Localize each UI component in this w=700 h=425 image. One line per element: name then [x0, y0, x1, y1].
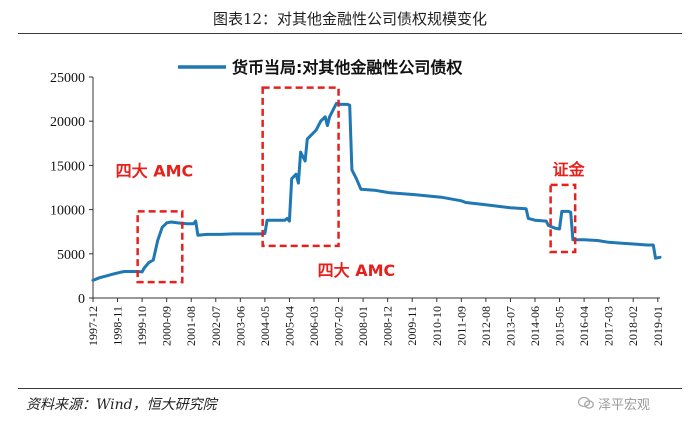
- x-tick-label: 2014-06: [528, 306, 542, 346]
- legend-label: 货币当局:对其他金融性公司债权: [232, 58, 463, 77]
- watermark: 泽平宏观: [578, 392, 650, 414]
- series-line: [91, 102, 662, 282]
- x-tick-label: 2015-05: [553, 306, 567, 346]
- y-tick-label: 15000: [50, 159, 85, 174]
- x-tick-label: 2004-05: [258, 306, 272, 346]
- x-tick-label: 2010-10: [430, 306, 444, 346]
- wechat-logo-icon: [578, 396, 594, 409]
- x-tick-label: 2013-07: [503, 306, 517, 346]
- annotation-box: [136, 210, 184, 284]
- line-chart: 货币当局:对其他金融性公司债权 0 5000 10000 15000 20000 2500…: [50, 58, 665, 346]
- annotation-label: 四大 AMC: [116, 161, 194, 180]
- x-tick-label: 2017-03: [602, 306, 616, 346]
- x-tick-label: 1997-12: [86, 306, 100, 346]
- legend: 货币当局:对其他金融性公司债权: [178, 58, 463, 77]
- x-tick-label: 2002-07: [209, 306, 223, 346]
- y-tick-label: 10000: [50, 204, 85, 219]
- title-divider: [18, 33, 682, 34]
- x-tick-label: 1999-10: [135, 306, 149, 346]
- x-tick-label: 2018-02: [626, 306, 640, 346]
- footer-divider: [18, 388, 682, 389]
- x-tick-label: 2008-01: [356, 306, 370, 346]
- annotation-layer: 四大 AMC 四大 AMC 证金: [116, 86, 586, 284]
- x-tick-label: 2008-12: [381, 306, 395, 346]
- x-tick-label: 2000-09: [160, 306, 174, 346]
- x-tick-label: 2005-04: [282, 306, 296, 346]
- x-tick-label: 2009-11: [405, 306, 419, 346]
- x-tick-label: 2003-06: [233, 306, 247, 346]
- annotation-box: [549, 183, 577, 254]
- source-note: 资料来源：Wind，恒大研究院: [26, 397, 217, 413]
- x-tick-label: 2007-02: [332, 306, 346, 346]
- series-layer: [91, 102, 662, 282]
- x-tick-label: 2012-08: [479, 306, 493, 346]
- annotation-label: 证金: [553, 160, 586, 179]
- y-tick-label: 0: [78, 292, 85, 307]
- annotation-label: 四大 AMC: [318, 261, 396, 280]
- y-axis: 0 5000 10000 15000 20000 25000: [50, 71, 94, 307]
- y-tick-label: 5000: [57, 248, 85, 263]
- x-tick-label: 2001-08: [184, 306, 198, 346]
- figure-title: 图表12：对其他金融性公司债权规模变化: [212, 10, 488, 28]
- x-tick-label: 1998-11: [111, 306, 125, 346]
- annotation-box: [261, 86, 340, 248]
- y-tick-label: 25000: [50, 71, 85, 86]
- x-tick-label: 2016-04: [577, 306, 591, 346]
- x-tick-label: 2019-01: [651, 306, 665, 346]
- watermark-text: 泽平宏观: [598, 397, 651, 413]
- y-tick-label: 20000: [50, 115, 85, 130]
- x-axis: 1997-12 1998-11 1999-10 2000-09 2001-08 2002-…: [86, 297, 665, 346]
- x-tick-label: 2006-03: [307, 306, 321, 346]
- x-tick-label: 2011-09: [454, 306, 468, 346]
